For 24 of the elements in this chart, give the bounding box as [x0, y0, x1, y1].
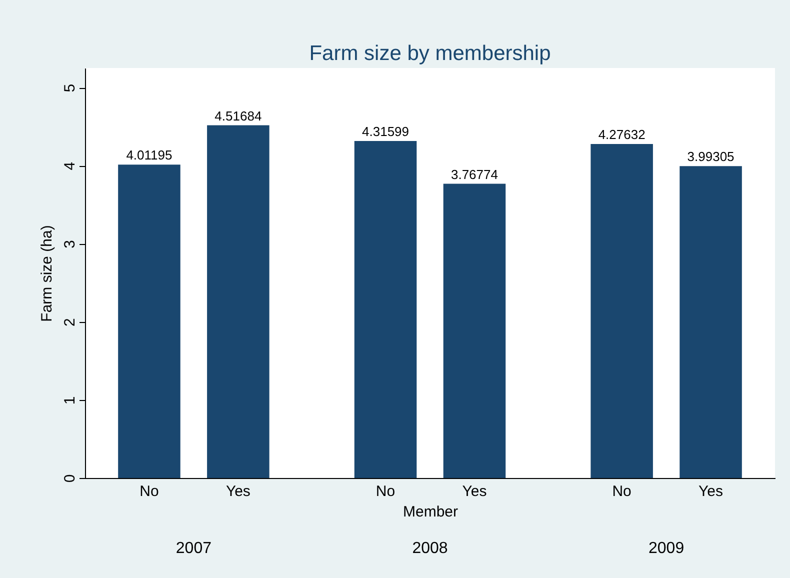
y-axis-title: Farm size (ha) [38, 225, 56, 322]
y-tick-label: 3 [62, 240, 78, 248]
x-tick-label: No [376, 483, 396, 500]
data-label: 4.27632 [598, 127, 646, 142]
data-label: 4.31599 [362, 124, 410, 139]
x-tick-label: Yes [462, 483, 487, 500]
data-label: 4.51684 [214, 108, 262, 124]
x-tick-label: No [612, 483, 632, 500]
y-tick-label: 4 [62, 162, 78, 170]
x-tick-label: Yes [698, 483, 724, 500]
y-tick-label: 0 [62, 474, 78, 483]
x-tick-label: Yes [226, 483, 250, 500]
y-tick-label: 5 [62, 84, 78, 92]
text: 2008 [412, 540, 448, 557]
chart-title: Farm size by membership [309, 42, 551, 65]
text: 2007 [176, 540, 212, 557]
y-tick-label: 2 [62, 318, 78, 326]
text: 2009 [648, 540, 684, 557]
data-label: 4.01195 [126, 148, 172, 163]
x-tick-label: No [140, 483, 159, 500]
data-label: 3.99305 [687, 149, 734, 164]
data-label: 3.76774 [450, 166, 498, 182]
y-tick-label: 1 [62, 396, 78, 405]
x-axis-title: Member [402, 504, 458, 520]
